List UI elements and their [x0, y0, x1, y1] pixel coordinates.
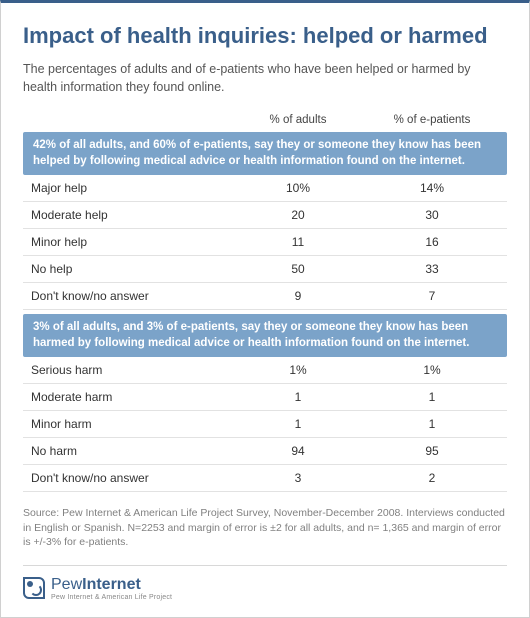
row-value-epatients: 2: [365, 471, 499, 485]
row-label: No help: [31, 262, 231, 276]
table-row: Moderate harm11: [23, 384, 507, 411]
source-note: Source: Pew Internet & American Life Pro…: [23, 506, 507, 549]
column-header-epatients: % of e-patients: [365, 114, 499, 126]
row-label: Don't know/no answer: [31, 289, 231, 303]
column-header-adults: % of adults: [231, 114, 365, 126]
table-row: Minor harm11: [23, 411, 507, 438]
row-value-adults: 1: [231, 390, 365, 404]
pew-logo-icon: [23, 577, 45, 599]
row-value-epatients: 30: [365, 208, 499, 222]
report-title: Impact of health inquiries: helped or ha…: [23, 23, 507, 49]
pew-logo-text: PewInternet Pew Internet & American Life…: [51, 576, 172, 601]
row-value-adults: 3: [231, 471, 365, 485]
table-row: Don't know/no answer97: [23, 283, 507, 310]
column-headers: % of adults % of e-patients: [23, 114, 507, 132]
table-row: Major help10%14%: [23, 175, 507, 202]
row-value-epatients: 14%: [365, 181, 499, 195]
row-label: No harm: [31, 444, 231, 458]
table-row: Serious harm1%1%: [23, 357, 507, 384]
logo-brand: PewInternet: [51, 576, 172, 594]
row-value-epatients: 95: [365, 444, 499, 458]
table-row: Minor help1116: [23, 229, 507, 256]
table-row: Don't know/no answer32: [23, 465, 507, 492]
row-value-adults: 1%: [231, 363, 365, 377]
row-value-adults: 11: [231, 235, 365, 249]
section-banner: 3% of all adults, and 3% of e-patients, …: [23, 314, 507, 357]
sections-container: 42% of all adults, and 60% of e-patients…: [23, 132, 507, 492]
row-value-epatients: 1%: [365, 363, 499, 377]
logo-tagline: Pew Internet & American Life Project: [51, 594, 172, 601]
row-value-epatients: 16: [365, 235, 499, 249]
report-subtitle: The percentages of adults and of e-patie…: [23, 61, 507, 96]
row-label: Minor help: [31, 235, 231, 249]
logo-area: PewInternet Pew Internet & American Life…: [23, 565, 507, 607]
row-value-epatients: 1: [365, 417, 499, 431]
row-value-adults: 50: [231, 262, 365, 276]
row-value-adults: 1: [231, 417, 365, 431]
row-value-adults: 94: [231, 444, 365, 458]
section-banner: 42% of all adults, and 60% of e-patients…: [23, 132, 507, 175]
row-value-epatients: 33: [365, 262, 499, 276]
row-label: Moderate help: [31, 208, 231, 222]
row-label: Major help: [31, 181, 231, 195]
row-value-epatients: 7: [365, 289, 499, 303]
pew-logo: PewInternet Pew Internet & American Life…: [23, 576, 507, 601]
row-value-adults: 20: [231, 208, 365, 222]
table-row: Moderate help2030: [23, 202, 507, 229]
row-label: Serious harm: [31, 363, 231, 377]
row-label: Don't know/no answer: [31, 471, 231, 485]
row-value-adults: 9: [231, 289, 365, 303]
logo-brand-bold: Internet: [82, 576, 141, 593]
report-card: Impact of health inquiries: helped or ha…: [0, 0, 530, 618]
row-value-epatients: 1: [365, 390, 499, 404]
row-value-adults: 10%: [231, 181, 365, 195]
row-label: Minor harm: [31, 417, 231, 431]
row-label: Moderate harm: [31, 390, 231, 404]
logo-brand-light: Pew: [51, 576, 82, 593]
header-spacer: [31, 114, 231, 126]
table-row: No help5033: [23, 256, 507, 283]
table-row: No harm9495: [23, 438, 507, 465]
